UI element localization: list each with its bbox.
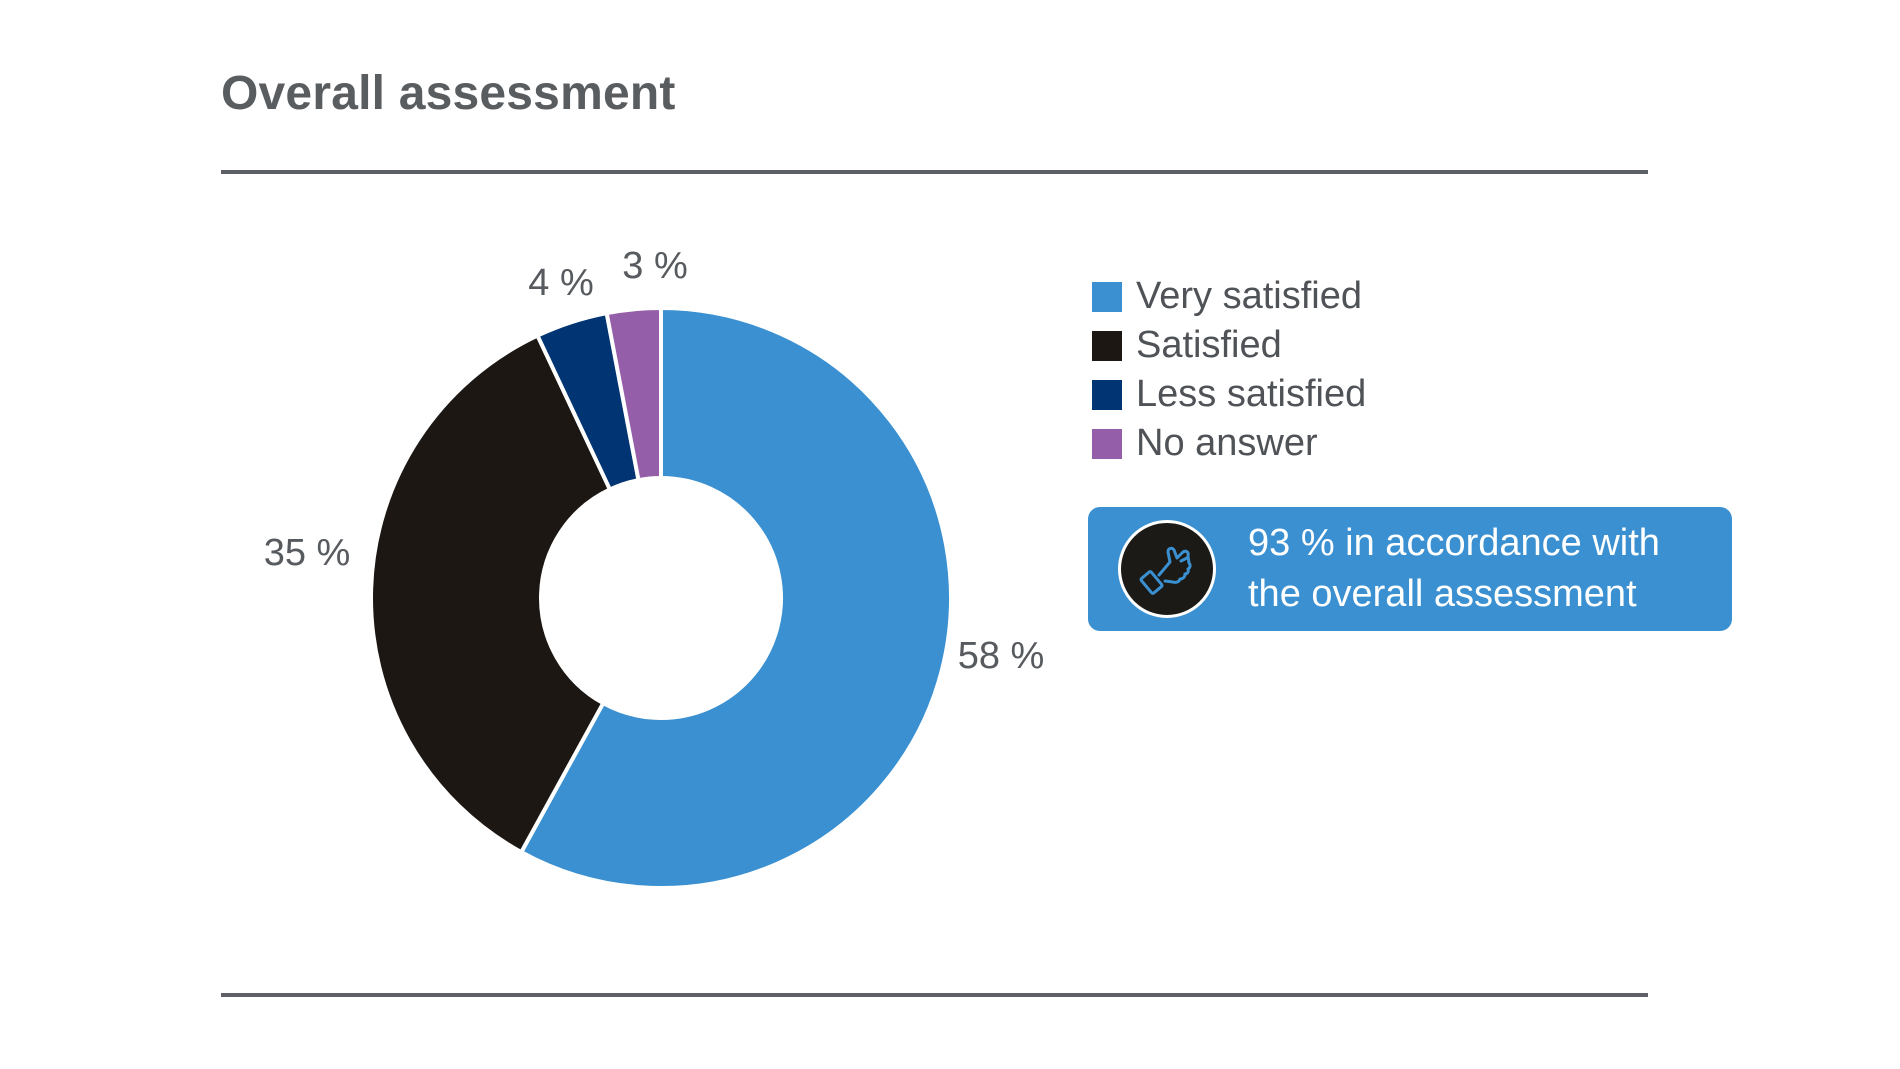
summary-callout: 93 % in accordance with the overall asse…: [1088, 507, 1732, 631]
callout-text: 93 % in accordance with the overall asse…: [1248, 522, 1660, 615]
legend-item-satisfied: Satisfied: [1092, 321, 1366, 370]
slice-value-label: 3 %: [622, 245, 687, 287]
chart-title: Overall assessment: [221, 67, 676, 120]
legend-item-less-satisfied: Less satisfied: [1092, 370, 1366, 419]
legend-label: Satisfied: [1136, 324, 1282, 366]
slice-value-label: 58 %: [958, 635, 1045, 677]
legend-item-no-answer: No answer: [1092, 419, 1366, 468]
legend-swatch: [1092, 379, 1122, 410]
donut-slice-satisfied: [369, 332, 613, 855]
top-divider: [221, 170, 1648, 174]
thumbs-up-icon: [1118, 520, 1216, 618]
donut-slice-no-answer: [604, 305, 663, 483]
legend-label: Less satisfied: [1136, 373, 1367, 415]
chart-legend: Very satisfied Satisfied Less satisfied …: [1092, 272, 1366, 468]
donut-slice-very-satisfied: [518, 305, 953, 890]
slice-value-label: 4 %: [528, 262, 593, 304]
legend-label: No answer: [1136, 422, 1318, 464]
bottom-divider: [221, 993, 1648, 997]
legend-swatch: [1092, 281, 1122, 312]
legend-swatch: [1092, 428, 1122, 459]
legend-label: Very satisfied: [1136, 275, 1362, 317]
slice-value-label: 35 %: [264, 532, 351, 574]
legend-item-very-satisfied: Very satisfied: [1092, 272, 1366, 321]
legend-swatch: [1092, 330, 1122, 361]
